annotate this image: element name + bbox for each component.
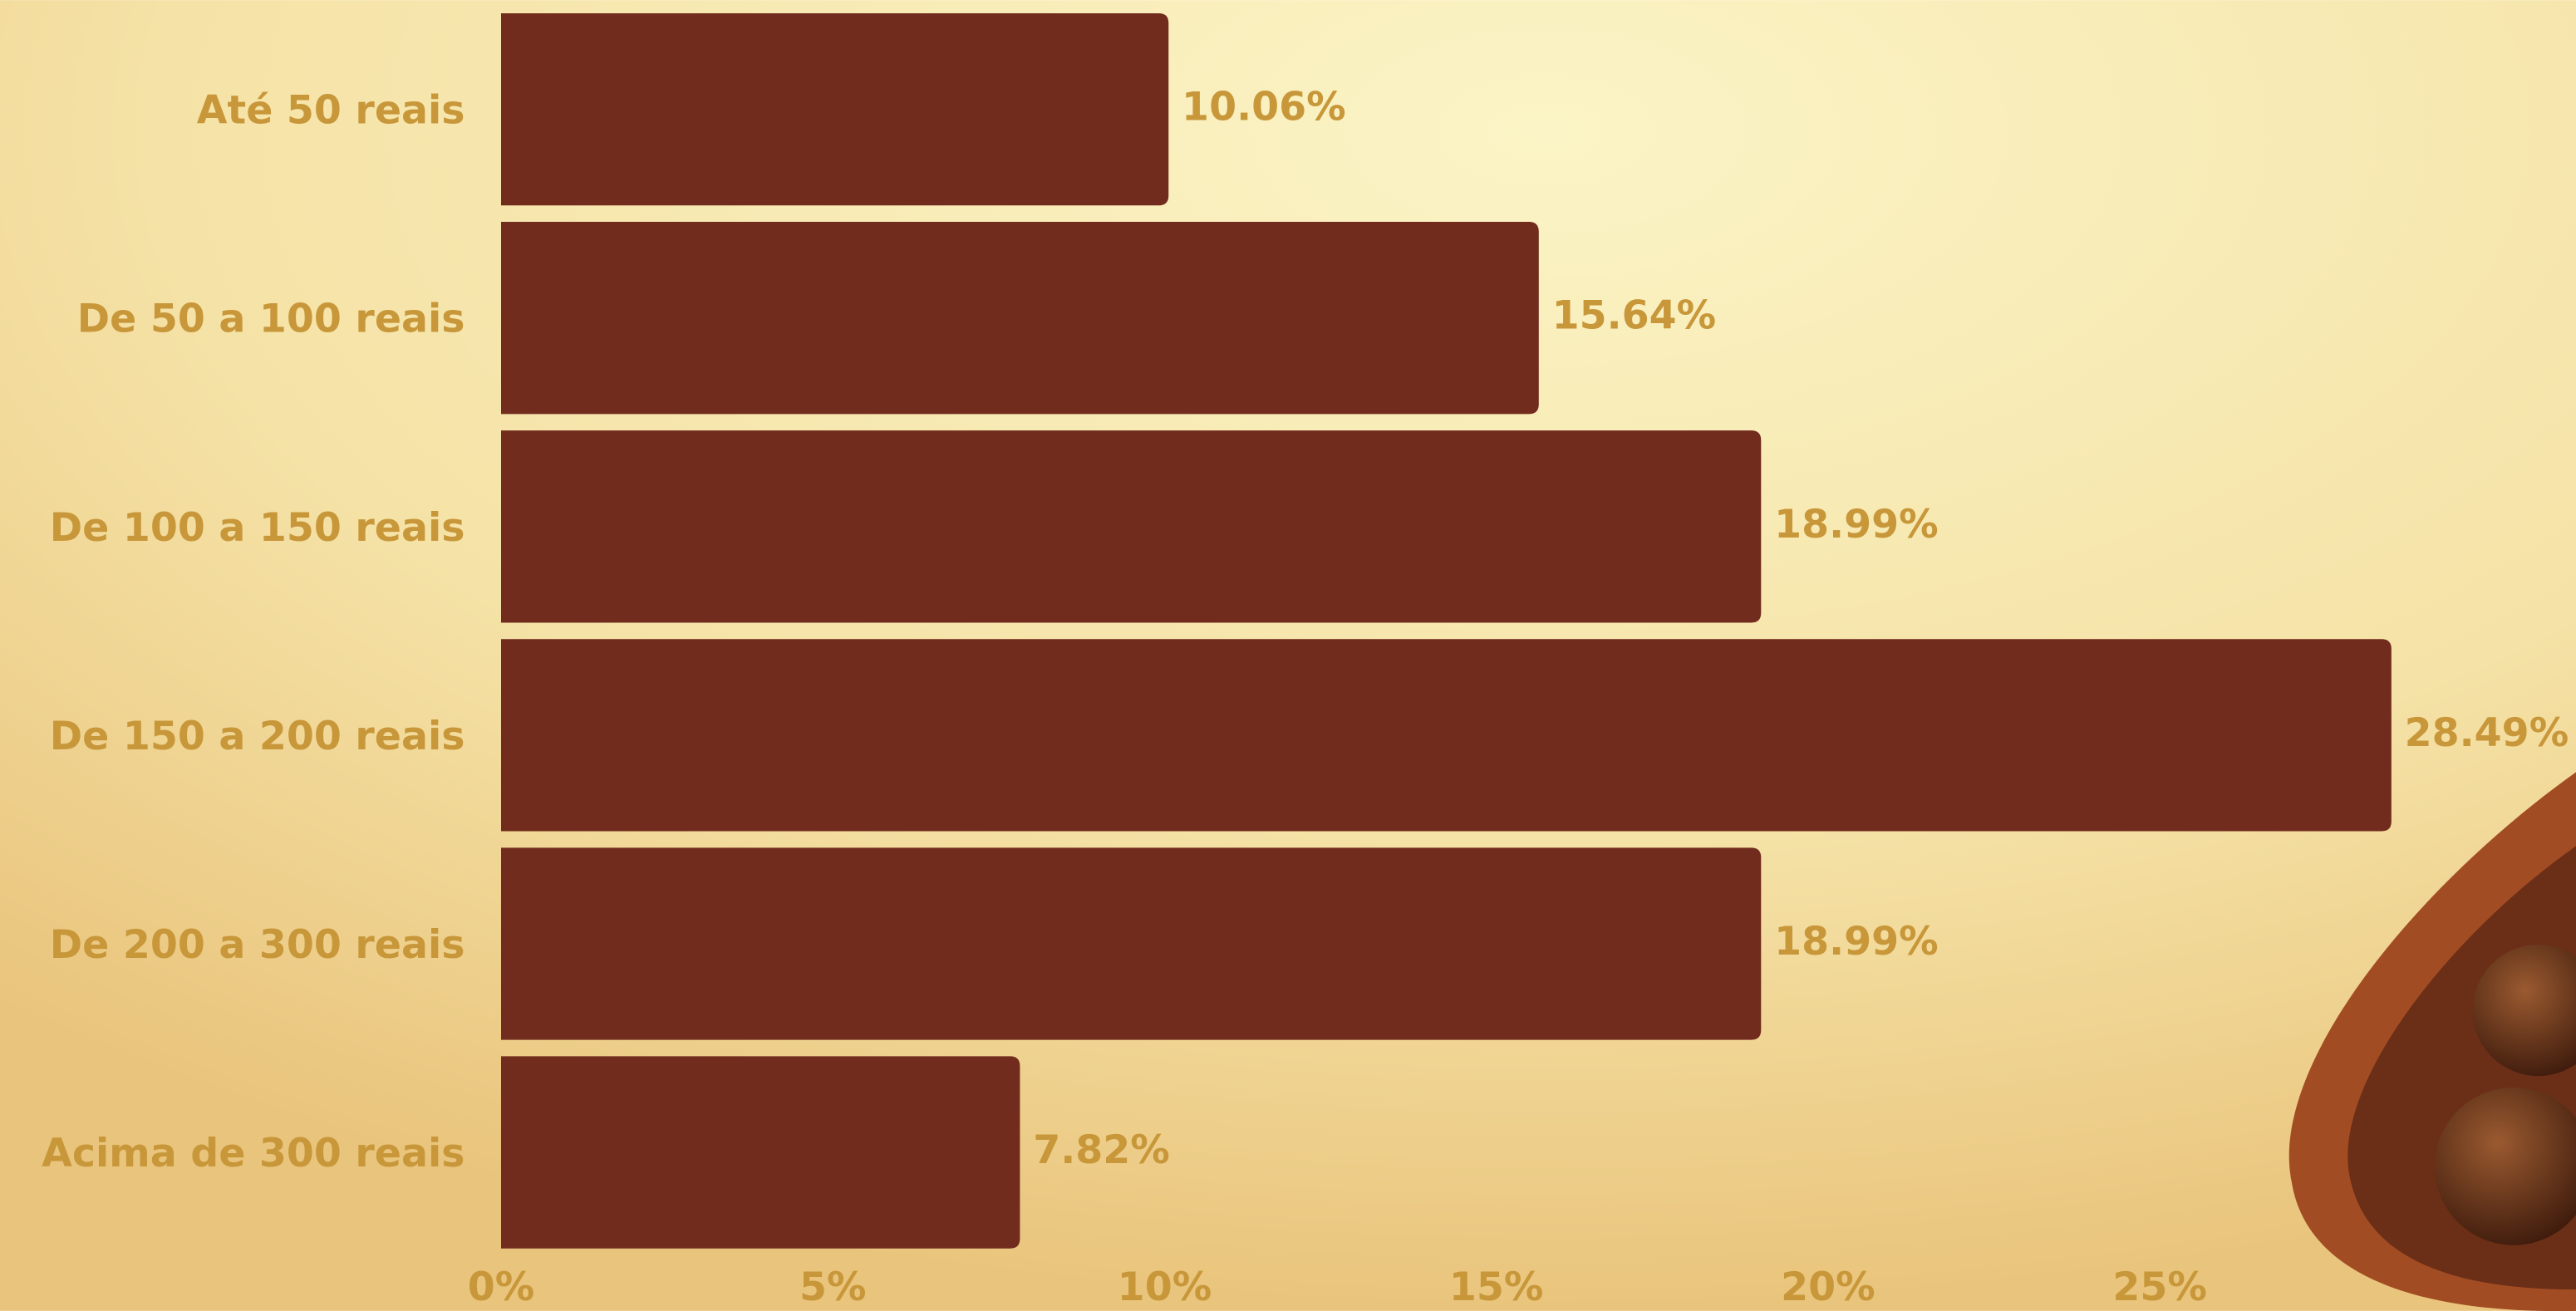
x-tick-label: 20% bbox=[1781, 1264, 1875, 1310]
data-label: 18.99% bbox=[1774, 502, 1939, 547]
x-tick-label: 5% bbox=[799, 1264, 867, 1310]
data-label: 28.49% bbox=[2405, 710, 2569, 756]
y-tick-label: De 150 a 200 reais bbox=[50, 714, 465, 759]
bar bbox=[500, 639, 2392, 832]
x-tick-label: 10% bbox=[1118, 1264, 1212, 1310]
bar bbox=[500, 12, 1169, 206]
plot-area: 0% 5% 10% 15% 20% 25% Até 50 reais 10.06% De 50 … bbox=[42, 12, 2569, 1310]
y-tick-label: De 50 a 100 reais bbox=[77, 297, 465, 342]
x-tick-label: 15% bbox=[1449, 1264, 1544, 1310]
y-tick-label: De 200 a 300 reais bbox=[50, 922, 465, 968]
bar bbox=[500, 847, 1762, 1040]
decoration bbox=[2288, 772, 2576, 1311]
data-label: 18.99% bbox=[1774, 919, 1939, 965]
bar bbox=[500, 1056, 1020, 1249]
y-tick-label: Acima de 300 reais bbox=[42, 1131, 465, 1176]
data-label: 7.82% bbox=[1033, 1127, 1170, 1173]
data-label: 10.06% bbox=[1182, 85, 1346, 130]
bar bbox=[500, 222, 1539, 415]
y-tick-label: Até 50 reais bbox=[197, 88, 465, 134]
y-tick-label: De 100 a 150 reais bbox=[50, 505, 465, 551]
data-label: 15.64% bbox=[1552, 293, 1717, 339]
bar bbox=[500, 430, 1762, 623]
x-tick-label: 0% bbox=[468, 1264, 535, 1310]
x-tick-label: 25% bbox=[2112, 1264, 2207, 1310]
